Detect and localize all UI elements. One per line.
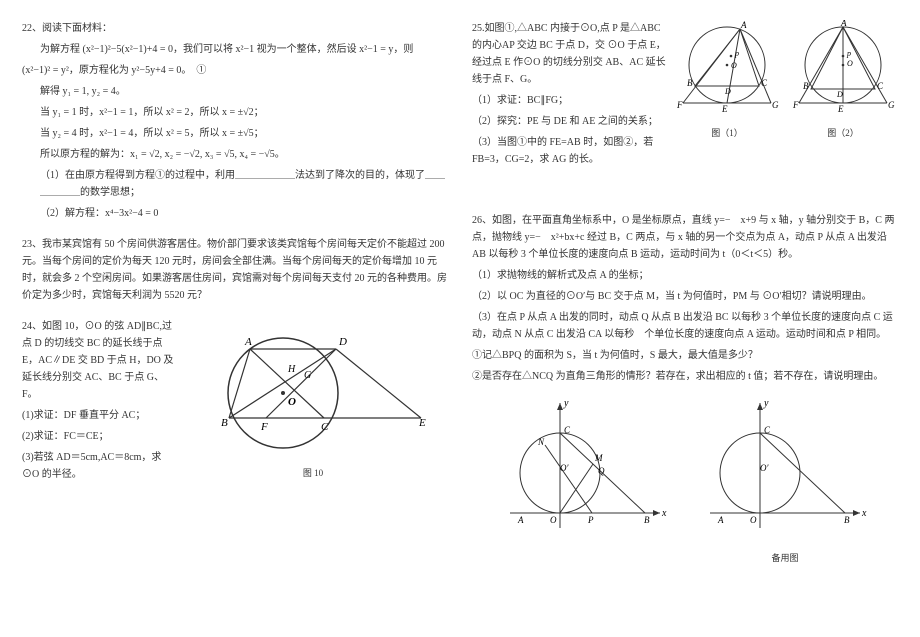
svg-text:p: p [734, 49, 739, 58]
svg-text:O: O [550, 515, 557, 525]
q22-l4: 当 y₁ = 1 时，x²−1 = 1，所以 x² = 2，所以 x = ±√2… [40, 104, 448, 121]
q22-l3: 解得 y₁ = 1, y₂ = 4。 [40, 83, 448, 100]
q24-svg: O A D B F C E H G [191, 318, 436, 464]
svg-text:O: O [731, 61, 737, 70]
svg-text:E: E [721, 104, 728, 114]
svg-text:p: p [846, 49, 851, 58]
q26-s1: （1）求抛物线的解析式及点 A 的坐标； [472, 267, 898, 284]
q26-figures: x y O A B C O′ P N M Q [472, 393, 898, 566]
q26-s3b: ②是否存在△NCQ 为直角三角形的情形？若存在，求出相应的 t 值；若不存在，请… [472, 368, 898, 385]
svg-text:P: P [587, 515, 594, 525]
q24-figure: O A D B F C E H G 图 1 [178, 318, 448, 481]
svg-text:D: D [836, 90, 843, 99]
left-column: 22、阅读下面材料： 为解方程 (x²−1)²−5(x²−1)+4 = 0，我们… [10, 20, 460, 617]
q23-text: 23、我市某宾馆有 50 个房间供游客居住。物价部门要求该类宾馆每个房间每天定价… [22, 236, 448, 304]
question-24: O A D B F C E H G 图 1 [22, 318, 448, 487]
q26-title: 26、如图，在平面直角坐标系中，O 是坐标原点，直线 y=− x+9 与 x 轴… [472, 212, 898, 263]
svg-text:B: B [221, 417, 228, 429]
svg-text:B: B [844, 515, 850, 525]
svg-text:G: G [304, 370, 311, 381]
svg-text:H: H [287, 364, 296, 375]
svg-text:M: M [594, 453, 603, 463]
svg-text:C: C [877, 81, 884, 91]
q26-s2: （2）以 OC 为直径的⊙O′与 BC 交于点 M，当 t 为何值时，PM 与 … [472, 288, 898, 305]
svg-text:C: C [321, 421, 329, 433]
svg-text:O: O [750, 515, 757, 525]
question-22: 22、阅读下面材料： 为解方程 (x²−1)²−5(x²−1)+4 = 0，我们… [22, 20, 448, 222]
svg-text:F: F [260, 421, 268, 433]
question-23: 23、我市某宾馆有 50 个房间供游客居住。物价部门要求该类宾馆每个房间每天定价… [22, 236, 448, 304]
svg-text:y: y [763, 398, 769, 409]
svg-text:D: D [724, 87, 731, 96]
svg-text:D: D [338, 336, 347, 348]
q22-l1: 为解方程 (x²−1)²−5(x²−1)+4 = 0，我们可以将 x²−1 视为… [40, 41, 448, 58]
svg-text:F: F [676, 100, 683, 110]
right-column: O p A B C D F E G 图（2） O [460, 20, 910, 617]
q25-fig1: O p A B C D F E G 图（1） [672, 20, 782, 141]
q24-figlabel: 图 10 [178, 466, 448, 481]
q22-title: 22、阅读下面材料： [22, 20, 448, 37]
q22-l2: (x²−1)² = y²，原方程化为 y²−5y+4 = 0。 ① [22, 62, 448, 79]
svg-text:O: O [288, 396, 296, 408]
q26-s3a: ①记△BPQ 的面积为 S，当 t 为何值时，S 最大，最大值是多少？ [472, 347, 898, 364]
svg-text:G: G [888, 100, 895, 110]
svg-text:C: C [564, 425, 571, 435]
q22-s1: （1）在由原方程得到方程①的过程中，利用＿＿＿＿＿＿法达到了降次的目的，体现了＿… [40, 167, 448, 201]
svg-text:O: O [847, 59, 853, 68]
q22-l6: 所以原方程的解为：x₁ = √2, x₂ = −√2, x₃ = √5, x₄ … [40, 146, 448, 163]
svg-text:y: y [563, 398, 569, 409]
svg-text:A: A [517, 515, 524, 525]
svg-text:A: A [717, 515, 724, 525]
q26-main-fig: x y O A B C O′ P N M Q [500, 393, 670, 566]
svg-text:B: B [644, 515, 650, 525]
svg-text:x: x [661, 508, 667, 519]
q26-s3: （3）在点 P 从点 A 出发的同时，动点 Q 从点 B 出发沿 BC 以每秒 … [472, 309, 898, 343]
svg-text:F: F [792, 100, 799, 110]
svg-text:E: E [837, 104, 844, 114]
svg-text:E: E [418, 417, 426, 429]
svg-text:x: x [861, 508, 867, 519]
q26-backup-fig: x y O A B C O′ 备用图 [700, 393, 870, 566]
svg-text:C: C [764, 425, 771, 435]
svg-text:G: G [772, 100, 779, 110]
svg-text:Q: Q [598, 466, 605, 476]
q26-backuplabel: 备用图 [700, 551, 870, 566]
svg-text:C: C [761, 78, 768, 88]
question-26: 26、如图，在平面直角坐标系中，O 是坐标原点，直线 y=− x+9 与 x 轴… [472, 212, 898, 566]
q25-fig2: O p A B C D F E G 图（2） [788, 20, 898, 141]
svg-text:B: B [803, 81, 809, 91]
q25-f1label: 图（1） [672, 126, 782, 141]
q22-l5: 当 y₂ = 4 时，x²−1 = 4，所以 x² = 5，所以 x = ±√5… [40, 125, 448, 142]
svg-text:A: A [740, 20, 747, 30]
svg-text:B: B [687, 78, 693, 88]
q25-f2label: 图（2） [788, 126, 898, 141]
svg-text:A: A [840, 20, 847, 28]
q22-s2: （2）解方程：x⁴−3x²−4 = 0 [40, 205, 448, 222]
svg-text:O′: O′ [560, 463, 569, 473]
svg-text:N: N [537, 437, 545, 447]
question-25: O p A B C D F E G 图（2） O [472, 20, 898, 172]
svg-text:A: A [244, 336, 252, 348]
svg-text:O′: O′ [760, 463, 769, 473]
